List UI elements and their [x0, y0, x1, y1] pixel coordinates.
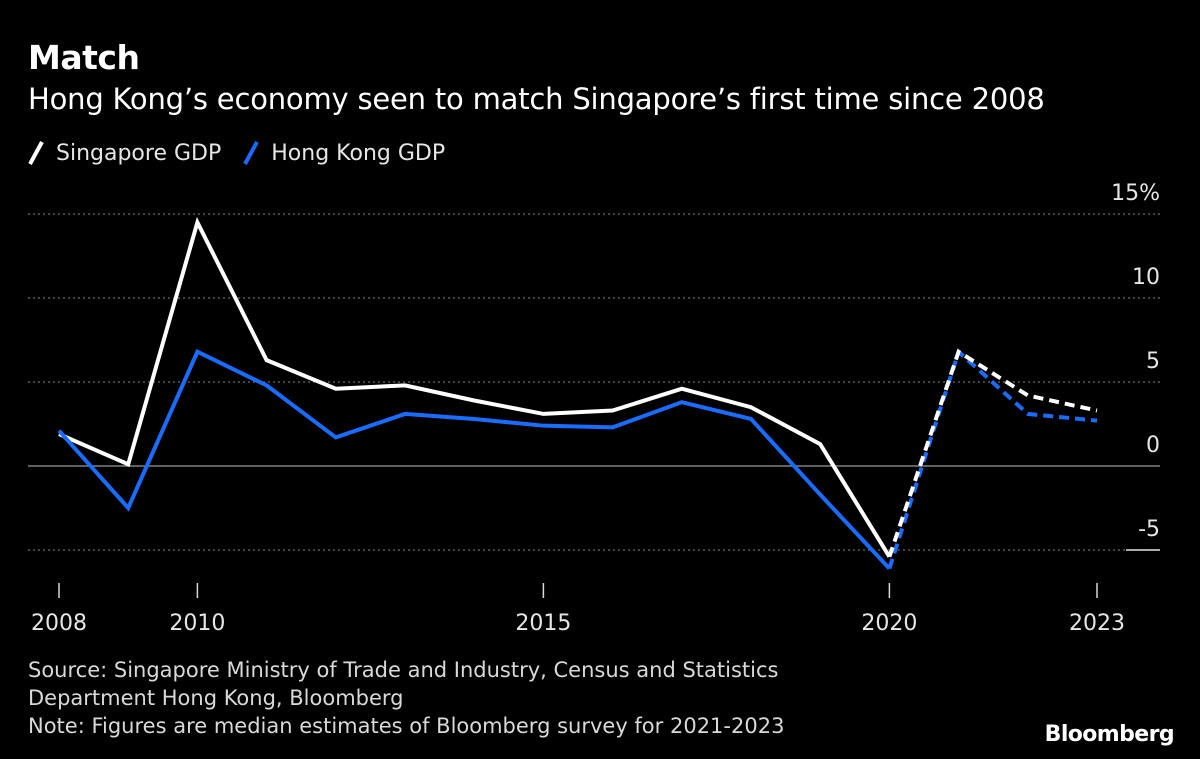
legend-label-singapore: Singapore GDP — [56, 140, 222, 166]
series-line-singapore — [58, 216, 892, 558]
bloomberg-logo: Bloomberg — [1044, 722, 1175, 747]
source-line-1: Source: Singapore Ministry of Trade and … — [28, 658, 779, 682]
series-line-hong-kong — [57, 349, 891, 570]
chart-subtitle: Hong Kong’s economy seen to match Singap… — [28, 82, 1045, 116]
legend: Singapore GDP Hong Kong GDP — [28, 140, 467, 166]
legend-swatch-singapore — [28, 140, 44, 166]
y-tick-label: 15% — [1111, 181, 1160, 206]
x-tick-label: 2010 — [169, 611, 225, 636]
legend-label-hong-kong: Hong Kong GDP — [271, 140, 446, 166]
x-tick-label: 2015 — [515, 611, 571, 636]
legend-item-singapore: Singapore GDP — [28, 140, 221, 166]
x-tick-label: 2020 — [861, 611, 917, 636]
y-tick-label: 0 — [1146, 433, 1160, 458]
series-estimate-line-singapore — [887, 348, 1098, 558]
legend-item-hong-kong: Hong Kong GDP — [243, 140, 445, 166]
note-line: Note: Figures are median estimates of Bl… — [28, 714, 785, 738]
y-tick-label: 10 — [1132, 265, 1160, 290]
y-tick-label: 5 — [1146, 349, 1160, 374]
y-tick-label: -5 — [1138, 517, 1160, 542]
x-tick-label: 2023 — [1069, 611, 1125, 636]
footer: Source: Singapore Ministry of Trade and … — [28, 656, 784, 740]
chart-title: Match — [28, 38, 140, 77]
x-tick-label: 2008 — [31, 611, 87, 636]
source-line-2: Department Hong Kong, Bloomberg — [28, 686, 404, 710]
legend-swatch-hong-kong — [243, 140, 260, 166]
